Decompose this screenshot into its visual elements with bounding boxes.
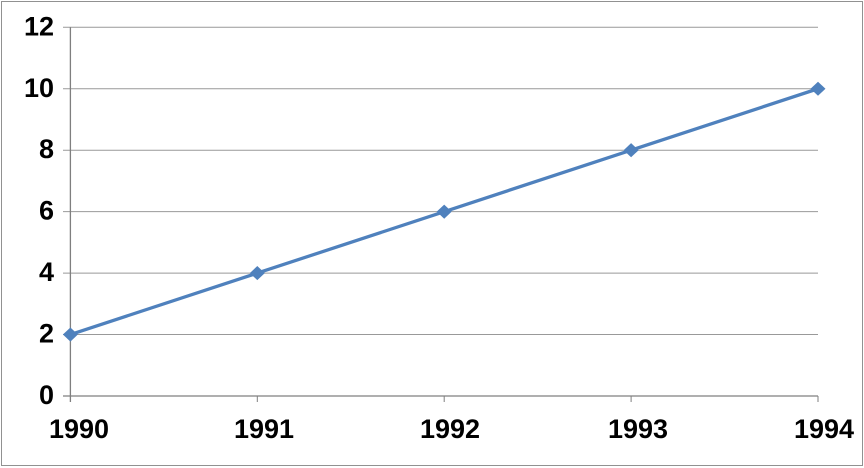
- svg-text:8: 8: [39, 134, 54, 164]
- svg-text:1993: 1993: [608, 414, 668, 444]
- svg-text:2: 2: [39, 319, 54, 349]
- svg-text:1994: 1994: [794, 414, 854, 444]
- svg-text:1991: 1991: [234, 414, 294, 444]
- svg-text:6: 6: [39, 196, 54, 226]
- svg-text:10: 10: [24, 73, 54, 103]
- svg-text:0: 0: [39, 380, 54, 410]
- svg-text:1990: 1990: [49, 414, 109, 444]
- svg-text:1992: 1992: [420, 414, 480, 444]
- svg-text:12: 12: [24, 11, 54, 41]
- svg-text:4: 4: [39, 257, 54, 287]
